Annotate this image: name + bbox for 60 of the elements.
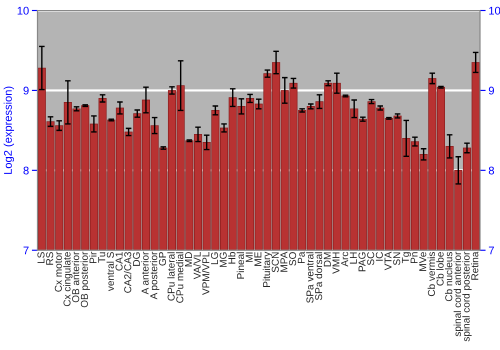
x-tick-label: A anterior <box>141 252 149 294</box>
x-tick-label: Pn <box>410 252 418 264</box>
x-tick-label: VMH <box>332 252 340 274</box>
x-tick-label: spinal cord anterior <box>454 252 463 336</box>
y-tick-label: 7 <box>24 246 29 254</box>
x-tick-label: MD <box>185 252 192 266</box>
x-tick-label: Pir <box>89 252 96 264</box>
x-tick-label: CA2/CA3 <box>124 252 132 293</box>
x-tick-label: LH <box>350 252 357 264</box>
x-tick-label: CA1 <box>116 252 123 271</box>
x-tick-label: MI <box>246 252 253 262</box>
x-tick-label: PAG <box>358 252 366 272</box>
y-tick-label: 10 <box>18 6 29 15</box>
x-tick-label: CPu lateral <box>167 252 175 301</box>
x-tick-label: GP <box>158 252 166 266</box>
x-tick-label: Cx cingulate <box>63 252 73 306</box>
x-tick-label: SPa ventral <box>306 252 314 303</box>
x-tick-label: Cx motor <box>54 252 62 292</box>
x-tick-label: MG <box>220 252 227 267</box>
x-tick-label: DM <box>324 252 331 266</box>
x-tick-label: SPa dorsal <box>314 252 322 300</box>
x-tick-label: Cb vermis <box>428 252 435 296</box>
y2-tick-label: 8 <box>488 166 494 174</box>
x-tick-label: IC <box>376 252 383 261</box>
x-tick-label: VPM/VPL <box>202 252 210 295</box>
x-tick-label: VTA <box>384 252 392 270</box>
x-tick-label: MPA <box>280 252 288 272</box>
x-tick-label: VA/VL <box>193 252 201 280</box>
x-tick-label: LG <box>210 252 218 264</box>
x-tick-label: Pa <box>298 252 305 264</box>
x-tick-label: DG <box>132 252 140 266</box>
x-tick-label: ventral S <box>106 252 114 292</box>
x-tick-label: Pituitary <box>262 252 272 287</box>
y2-tick-label: 10 <box>489 6 500 15</box>
x-tick-label: Arc <box>341 252 348 267</box>
y-axis-title: Log2 (expression) <box>4 86 14 174</box>
y-tick-label: 9 <box>24 86 29 95</box>
x-tick-label: OB anterior <box>72 252 80 302</box>
x-tick-label: A posterior <box>150 252 160 300</box>
x-tick-label: SN <box>393 252 400 266</box>
x-tick-label: Hb <box>228 252 236 264</box>
x-tick-label: Tu <box>98 252 106 263</box>
x-tick-label: Retina <box>471 252 478 280</box>
x-tick-label: SCN <box>272 252 279 272</box>
x-tick-label: SO <box>289 252 296 266</box>
y-tick-label: 8 <box>23 166 29 174</box>
x-tick-label: LS <box>37 252 45 264</box>
x-tick-label: MVe <box>419 252 426 271</box>
x-tick-label: OB posterior <box>80 252 90 308</box>
y2-tick-label: 9 <box>488 86 494 95</box>
x-tick-label: Tg <box>402 252 411 264</box>
x-tick-label: Cb nucleus <box>444 252 452 302</box>
y2-tick-label: 7 <box>488 246 494 254</box>
x-tick-label: CPu medial <box>176 252 184 303</box>
x-tick-label: Cb lobe <box>436 252 444 286</box>
x-tick-label: Pineal <box>236 252 244 279</box>
x-tick-label: ME <box>254 252 262 266</box>
x-tick-label: spinal cord posterior <box>462 252 472 342</box>
x-tick-label: RS <box>46 252 54 265</box>
x-tick-label: SC <box>367 252 374 266</box>
